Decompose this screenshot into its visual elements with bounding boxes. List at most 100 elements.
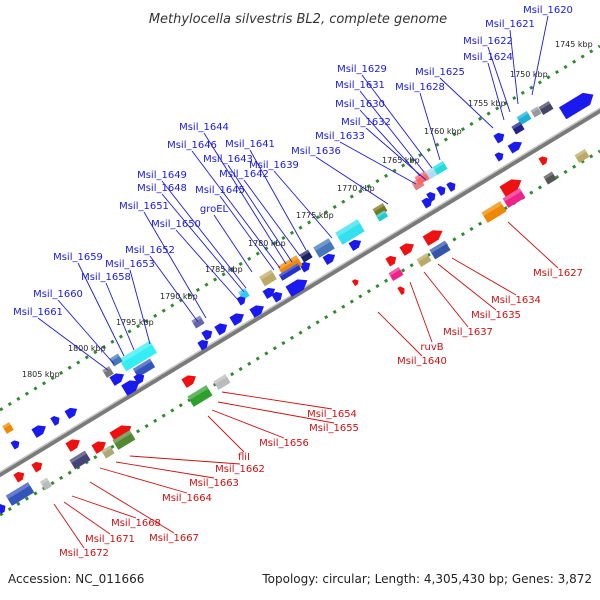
- gene-arrow[interactable]: [285, 275, 310, 297]
- gene-label-forward[interactable]: Msil_1636: [291, 146, 341, 157]
- gene-arrow[interactable]: [446, 180, 458, 192]
- gene-arrow[interactable]: [426, 190, 438, 202]
- gene-label-forward[interactable]: Msil_1648: [137, 183, 187, 194]
- gene-label-forward[interactable]: Msil_1645: [195, 185, 245, 196]
- gene-box[interactable]: [69, 450, 91, 470]
- gene-label-reverse[interactable]: Msil_1634: [491, 295, 541, 306]
- gene-box[interactable]: [502, 188, 526, 208]
- gene-arrow[interactable]: [558, 89, 597, 120]
- gene-label-reverse[interactable]: Msil_1635: [471, 310, 521, 321]
- gene-arrow[interactable]: [229, 310, 246, 326]
- gene-label-forward[interactable]: Msil_1621: [485, 19, 535, 30]
- gene-label-forward[interactable]: Msil_1631: [335, 80, 385, 91]
- gene-label-forward[interactable]: Msil_1639: [249, 160, 299, 171]
- gene-label-reverse[interactable]: Msil_1656: [259, 438, 309, 449]
- gene-arrow[interactable]: [385, 254, 398, 267]
- gene-arrow[interactable]: [351, 278, 360, 287]
- gene-label-forward[interactable]: Msil_1633: [315, 131, 365, 142]
- gene-label-reverse[interactable]: Msil_1671: [85, 534, 135, 545]
- gene-arrow[interactable]: [421, 196, 434, 209]
- gene-arrow[interactable]: [31, 460, 44, 473]
- gene-box[interactable]: [112, 430, 136, 450]
- gene-label-forward[interactable]: Msil_1641: [225, 139, 275, 150]
- gene-label-reverse[interactable]: Msil_1640: [397, 356, 447, 367]
- gene-arrow[interactable]: [214, 321, 229, 336]
- gene-arrow[interactable]: [499, 175, 524, 197]
- gene-label-forward[interactable]: Msil_1652: [125, 245, 175, 256]
- gene-label-reverse[interactable]: Msil_1663: [189, 478, 239, 489]
- gene-box[interactable]: [5, 482, 35, 506]
- gene-arrow[interactable]: [121, 376, 143, 396]
- gene-box[interactable]: [530, 106, 542, 118]
- gene-label-reverse[interactable]: Msil_1655: [309, 423, 359, 434]
- gene-box[interactable]: [299, 249, 313, 263]
- gene-box[interactable]: [416, 253, 432, 267]
- gene-box[interactable]: [109, 353, 123, 367]
- gene-box[interactable]: [335, 219, 365, 245]
- gene-arrow[interactable]: [494, 151, 506, 162]
- gene-label-forward[interactable]: Msil_1644: [179, 122, 229, 133]
- gene-arrow[interactable]: [13, 470, 26, 483]
- gene-box[interactable]: [511, 121, 525, 135]
- gene-label-forward[interactable]: Msil_1625: [415, 67, 465, 78]
- gene-arrow[interactable]: [10, 439, 22, 450]
- gene-arrow[interactable]: [65, 436, 82, 452]
- gene-box[interactable]: [101, 445, 115, 459]
- gene-label-reverse[interactable]: Msil_1662: [215, 464, 265, 475]
- gene-label-forward[interactable]: Msil_1624: [463, 52, 513, 63]
- gene-box[interactable]: [278, 263, 302, 281]
- gene-label-forward[interactable]: Msil_1660: [33, 289, 83, 300]
- gene-box[interactable]: [102, 366, 114, 378]
- gene-arrow[interactable]: [299, 260, 312, 273]
- gene-label-reverse[interactable]: Msil_1672: [59, 548, 109, 559]
- gene-label-forward[interactable]: Msil_1650: [151, 219, 201, 230]
- gene-arrow[interactable]: [197, 338, 210, 351]
- gene-box[interactable]: [375, 210, 389, 222]
- gene-label-reverse[interactable]: Msil_1637: [443, 327, 493, 338]
- gene-arrow[interactable]: [422, 226, 446, 246]
- gene-arrow[interactable]: [493, 131, 506, 144]
- gene-label-forward[interactable]: Msil_1630: [335, 99, 385, 110]
- gene-arrow[interactable]: [133, 372, 146, 385]
- gene-arrow[interactable]: [236, 295, 248, 306]
- gene-label-forward[interactable]: Msil_1643: [203, 154, 253, 165]
- gene-box[interactable]: [538, 101, 554, 115]
- gene-arrow[interactable]: [91, 438, 108, 454]
- gene-box[interactable]: [259, 269, 277, 287]
- gene-arrow[interactable]: [109, 421, 134, 443]
- gene-label-forward[interactable]: Msil_1658: [81, 272, 131, 283]
- gene-label-reverse[interactable]: ruvB: [420, 342, 443, 353]
- gene-box[interactable]: [516, 111, 532, 125]
- gene-label-reverse[interactable]: Msil_1668: [111, 518, 161, 529]
- gene-box[interactable]: [39, 477, 53, 491]
- gene-arrow[interactable]: [201, 328, 214, 341]
- gene-label-forward[interactable]: Msil_1646: [167, 140, 217, 151]
- gene-arrow[interactable]: [322, 251, 338, 265]
- gene-arrow[interactable]: [181, 372, 198, 388]
- gene-label-forward[interactable]: Msil_1628: [395, 82, 445, 93]
- gene-arrow[interactable]: [271, 290, 284, 303]
- gene-arrow[interactable]: [538, 155, 550, 166]
- gene-box[interactable]: [481, 201, 507, 223]
- gene-label-reverse[interactable]: Msil_1664: [162, 493, 212, 504]
- gene-arrow[interactable]: [436, 184, 448, 196]
- gene-label-reverse[interactable]: fliI: [238, 452, 250, 463]
- gene-box[interactable]: [388, 267, 404, 281]
- gene-arrow[interactable]: [31, 422, 48, 438]
- gene-box[interactable]: [543, 171, 557, 185]
- gene-label-forward[interactable]: Msil_1659: [53, 252, 103, 263]
- gene-label-forward[interactable]: Msil_1642: [219, 169, 269, 180]
- gene-arrow[interactable]: [50, 414, 62, 426]
- gene-label-forward[interactable]: Msil_1620: [523, 5, 573, 16]
- gene-label-forward[interactable]: Msil_1622: [463, 36, 513, 47]
- gene-box[interactable]: [277, 255, 303, 277]
- gene-box[interactable]: [574, 149, 590, 163]
- gene-label-forward[interactable]: Msil_1649: [137, 170, 187, 181]
- gene-label-forward[interactable]: Msil_1651: [119, 201, 169, 212]
- gene-box[interactable]: [132, 358, 156, 378]
- gene-arrow[interactable]: [249, 302, 266, 318]
- gene-box[interactable]: [372, 203, 388, 217]
- gene-label-forward[interactable]: Msil_1629: [337, 64, 387, 75]
- gene-box[interactable]: [2, 422, 14, 434]
- gene-box[interactable]: [429, 240, 451, 260]
